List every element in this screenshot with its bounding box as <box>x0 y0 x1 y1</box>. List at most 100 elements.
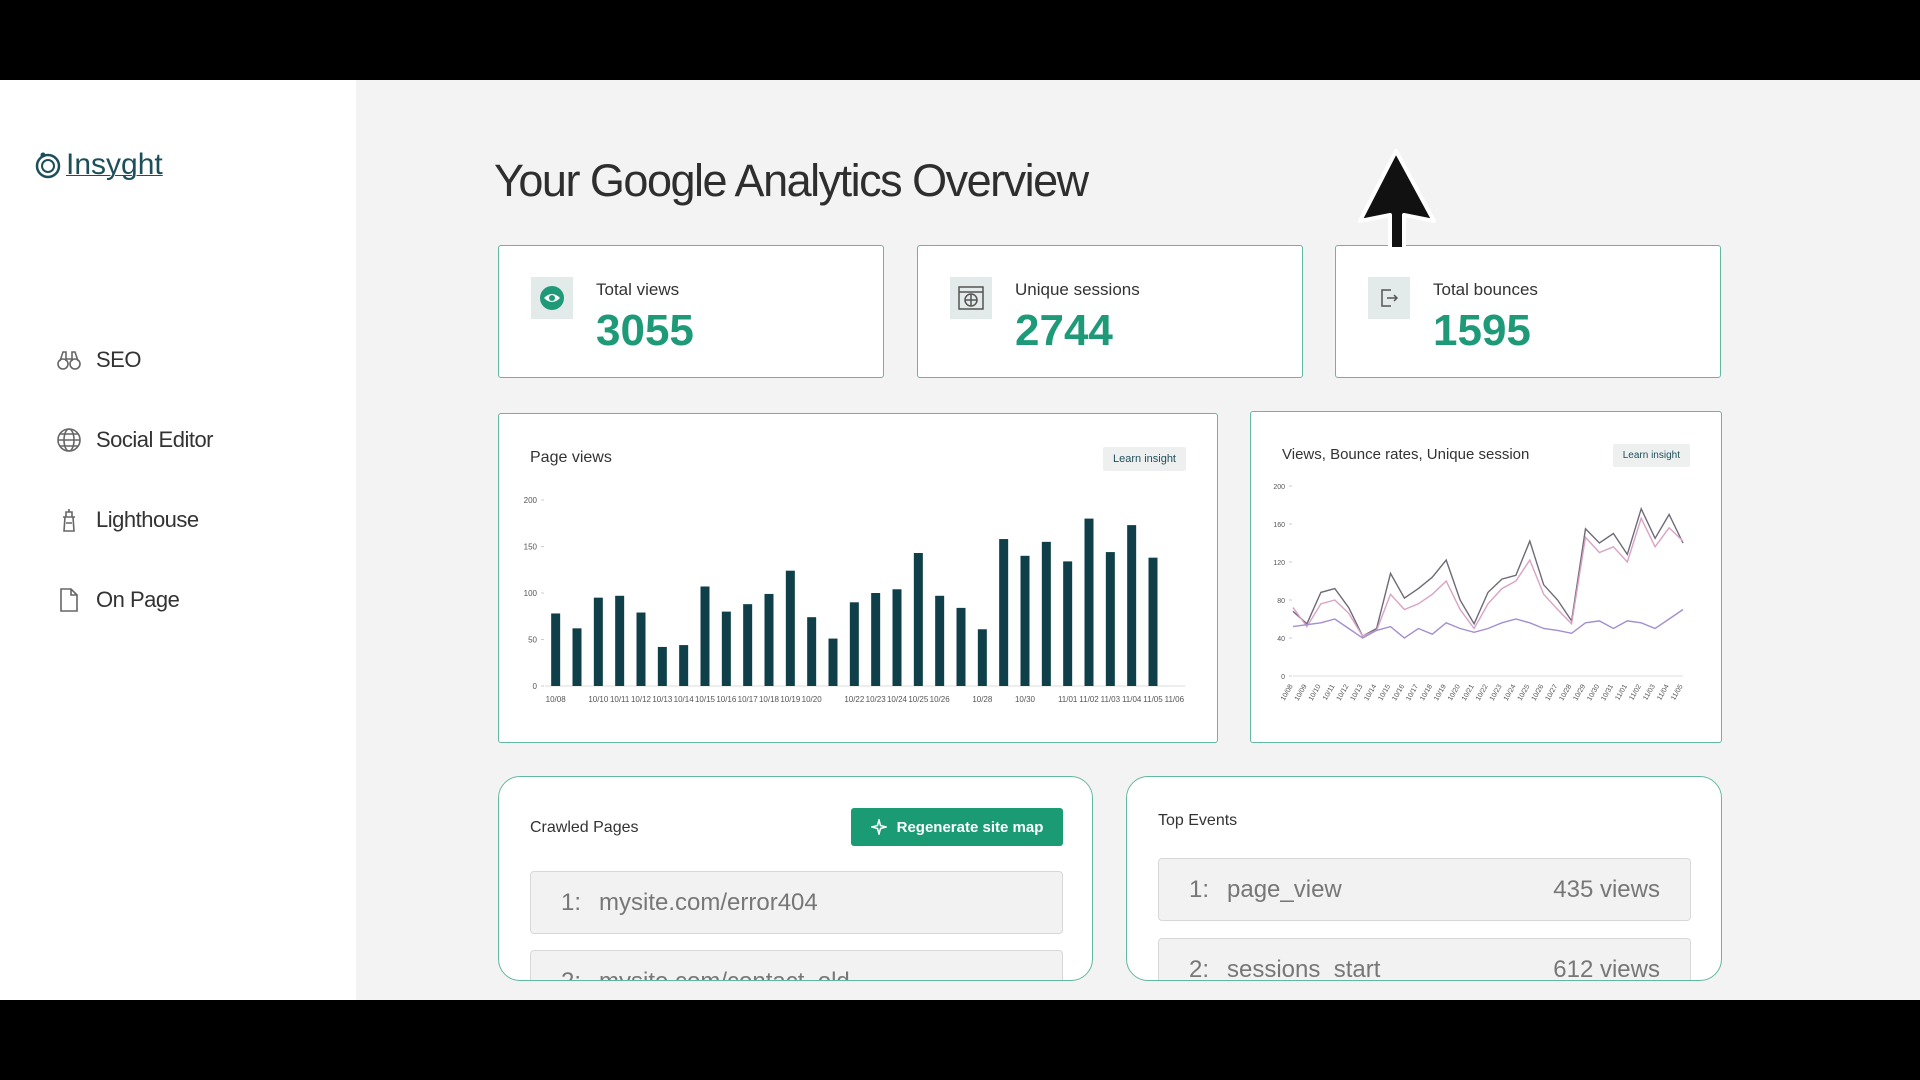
event-row[interactable]: 2: sessions_start 612 views <box>1158 938 1691 981</box>
chart-title: Views, Bounce rates, Unique session <box>1282 446 1530 463</box>
y-tick-label: 200 <box>1273 484 1285 491</box>
x-tick-label: 10/16 <box>1391 683 1406 702</box>
event-name: sessions_start <box>1227 955 1381 981</box>
x-tick-label: 10/20 <box>1447 683 1462 702</box>
card-title: Crawled Pages <box>530 819 639 836</box>
x-tick-label: 11/04 <box>1122 695 1142 704</box>
learn-insight-button[interactable]: Learn insight <box>1612 444 1690 467</box>
row-index: 2: <box>1189 955 1210 981</box>
bar <box>785 570 795 686</box>
x-tick-label: 10/08 <box>1280 683 1295 702</box>
x-tick-label: 10/21 <box>1461 683 1476 702</box>
bar <box>1105 552 1115 686</box>
x-tick-label: 10/10 <box>588 695 609 704</box>
stat-icon <box>531 277 573 319</box>
bar <box>892 589 902 686</box>
x-tick-label: 10/13 <box>652 695 673 704</box>
bar <box>956 607 966 686</box>
x-tick-label: 10/12 <box>631 695 652 704</box>
x-tick-label: 11/02 <box>1079 695 1099 704</box>
sidebar <box>0 80 356 1000</box>
bar <box>657 646 667 686</box>
bar <box>977 629 987 686</box>
bar <box>679 645 689 686</box>
x-tick-label: 10/12 <box>1336 683 1351 702</box>
nav-icon <box>57 428 81 452</box>
event-count: 435 views <box>1553 875 1660 903</box>
bar <box>1041 541 1051 686</box>
stat-icon <box>1368 277 1410 319</box>
y-tick-label: 200 <box>524 496 538 505</box>
nav-item[interactable]: On Page <box>56 587 180 613</box>
bar <box>1020 555 1030 686</box>
crawled-row[interactable]: 2: mysite.com/contact_old <box>530 950 1063 981</box>
stat-card: Total views 3055 <box>498 245 884 378</box>
regenerate-button[interactable]: Regenerate site map <box>851 808 1063 846</box>
x-tick-label: 11/03 <box>1101 695 1121 704</box>
x-tick-label: 10/10 <box>1308 683 1323 702</box>
y-tick-label: 40 <box>1277 636 1285 643</box>
x-tick-label: 10/30 <box>1015 695 1036 704</box>
nav-label: On Page <box>96 587 180 612</box>
crawled-row[interactable]: 1: mysite.com/error404 <box>530 871 1063 934</box>
bar <box>700 586 710 686</box>
nav-item[interactable]: Lighthouse <box>56 507 199 533</box>
stat-value: 2744 <box>1015 306 1113 355</box>
x-tick-label: 11/04 <box>1656 683 1671 701</box>
row-index: 2: <box>561 967 582 981</box>
event-name: page_view <box>1227 875 1342 903</box>
x-tick-label: 10/26 <box>930 695 951 704</box>
learn-insight-button[interactable]: Learn insight <box>1103 447 1186 471</box>
x-tick-label: 11/05 <box>1143 695 1163 704</box>
x-tick-label: 10/22 <box>844 695 865 704</box>
x-tick-label: 10/14 <box>1363 683 1378 702</box>
x-tick-label: 10/16 <box>716 695 737 704</box>
x-tick-label: 10/19 <box>780 695 801 704</box>
event-row[interactable]: 1: page_view 435 views <box>1158 858 1691 921</box>
logo[interactable]: Insyght <box>34 148 163 182</box>
bar <box>807 617 817 686</box>
x-tick-label: 10/09 <box>1294 683 1309 702</box>
stat-value: 3055 <box>596 306 694 355</box>
mouse-cursor <box>1358 149 1436 251</box>
y-tick-label: 150 <box>524 543 538 552</box>
x-tick-label: 11/02 <box>1628 683 1643 701</box>
crawled-pages-card: Crawled Pages Regenerate site map 1: mysi… <box>498 776 1093 981</box>
x-tick-label: 11/01 <box>1614 683 1629 701</box>
bar <box>871 593 881 686</box>
x-tick-label: 10/24 <box>887 695 908 704</box>
x-tick-label: 10/23 <box>1489 683 1504 702</box>
card-title: Top Events <box>1158 812 1238 829</box>
x-tick-label: 11/01 <box>1058 695 1078 704</box>
top-events-card: Top Events 1: page_view 435 views 2: sessio… <box>1126 776 1722 981</box>
x-tick-label: 11/05 <box>1670 683 1685 701</box>
x-tick-label: 10/26 <box>1531 683 1546 702</box>
x-tick-label: 10/08 <box>546 695 567 704</box>
bar <box>1148 557 1158 686</box>
bar <box>721 611 731 686</box>
bar <box>1084 518 1094 686</box>
x-tick-label: 10/28 <box>1558 683 1573 702</box>
nav-label: SEO <box>96 347 141 372</box>
nav-item[interactable]: SEO <box>56 347 141 373</box>
bar <box>551 613 561 686</box>
bar <box>1127 525 1137 686</box>
bar <box>849 602 859 686</box>
bar <box>636 612 646 686</box>
x-tick-label: 10/25 <box>1517 683 1532 702</box>
x-tick-label: 10/14 <box>674 695 695 704</box>
x-tick-label: 10/25 <box>908 695 929 704</box>
bar <box>999 539 1009 686</box>
nav-icon <box>60 588 78 612</box>
x-tick-label: 10/11 <box>610 695 630 704</box>
row-index: 1: <box>561 888 582 916</box>
stat-value: 1595 <box>1433 306 1531 355</box>
x-tick-label: 10/17 <box>1405 683 1420 702</box>
series-line <box>1292 516 1684 637</box>
x-tick-label: 10/13 <box>1350 683 1365 702</box>
nav-icon <box>63 509 75 532</box>
nav-item[interactable]: Social Editor <box>56 427 214 453</box>
bar <box>764 593 774 686</box>
